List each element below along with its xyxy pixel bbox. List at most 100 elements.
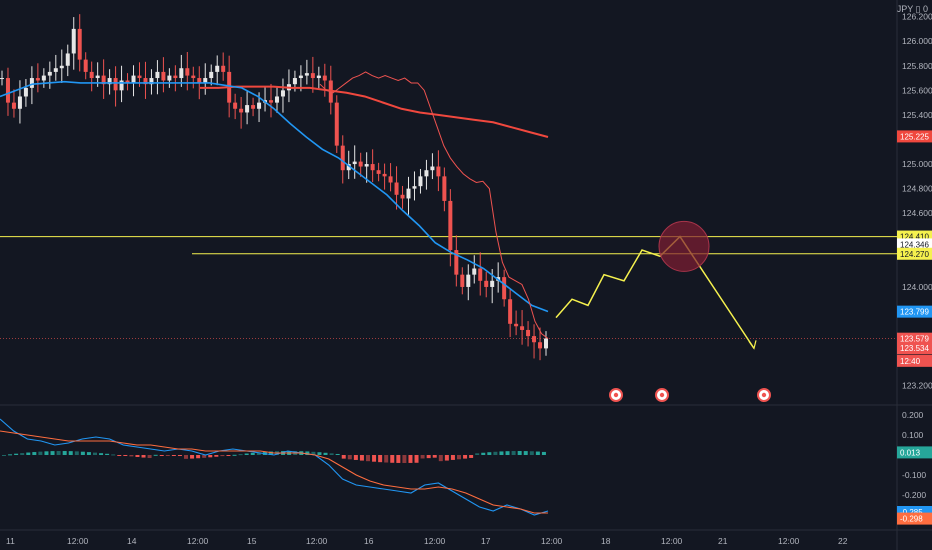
macd-histogram-bar [450,455,455,460]
price-tag [897,354,932,367]
macd-histogram-bar [238,454,243,456]
macd-tick-label: -0.100 [902,470,926,480]
candle-body [149,78,154,85]
price-tick-label: 125.600 [902,85,932,95]
macd-histogram-bar [305,451,310,455]
macd-histogram-bar [256,452,261,455]
candle-body [514,323,519,327]
macd-histogram-bar [8,454,13,456]
candle-body [334,102,339,146]
candle-body [526,329,531,337]
macd-histogram-bar [481,452,486,455]
macd-histogram-bar [123,455,128,456]
macd-histogram-bar [317,452,322,455]
candle-body [47,71,52,76]
candle-body [137,75,142,79]
candle-body [125,80,130,83]
macd-histogram-bar [208,455,213,458]
candle-body [340,145,345,171]
candle-body [191,75,196,79]
macd-histogram-bar [129,455,134,457]
event-marker-dot [761,392,767,398]
macd-histogram-bar [214,455,219,457]
candle-body [454,250,459,275]
candle-body [179,68,184,79]
macd-histogram-bar [335,453,340,455]
candle-body [472,268,477,275]
price-tick-label: 124.800 [902,184,932,194]
macd-histogram-bar [32,452,37,455]
candle-body [436,166,441,177]
macd-histogram-bar [487,452,492,455]
macd-histogram-bar [268,451,273,455]
candle-body [298,75,303,79]
macd-histogram-bar [420,455,425,459]
price-tag [897,305,932,318]
macd-histogram-bar [135,455,140,458]
ma-fast-line [319,71,549,339]
macd-histogram-bar [93,452,97,455]
candle-body [448,200,453,251]
candle-body [155,71,160,79]
event-marker-dot [613,392,619,398]
time-tick-label: 12:00 [778,536,800,546]
signal-line [0,430,548,514]
macd-histogram-bar [372,455,377,462]
candle-body [484,280,489,287]
candle-body [5,78,10,103]
macd-histogram-bar [190,455,195,459]
macd-histogram-bar [384,455,389,463]
candle-body [466,274,471,287]
time-tick-label: 12:00 [424,536,446,546]
macd-histogram-bar [426,455,431,459]
candle-body [233,102,238,109]
macd-histogram-bar [56,451,61,455]
candle-body [65,53,70,66]
candle-body [203,78,208,83]
macd-histogram-bar [244,453,249,455]
macd-tick-label: 0.100 [902,430,924,440]
candle-body [95,75,100,79]
macd-histogram-bar [171,455,176,456]
price-tick-label: 123.200 [902,380,932,390]
macd-histogram-bar [463,455,468,459]
price-tag [897,342,932,355]
price-tag [897,130,932,143]
candle-body [418,176,423,187]
currency-label: JPY ▯ 0 [896,4,928,14]
macd-histogram-bar [359,455,364,461]
macd-histogram-bar [232,454,237,456]
macd-histogram-bar [457,455,461,460]
candle-body [310,73,315,79]
candle-body [478,268,483,281]
price-tick-label: 126.000 [902,36,932,46]
macd-histogram-bar [105,453,110,455]
candle-body [406,188,411,199]
candle-body [304,73,309,76]
macd-histogram-bar [44,451,49,455]
macd-histogram-bar [14,453,19,455]
price-tag-label: 123.579 [900,335,929,344]
time-tick-label: 12:00 [187,536,209,546]
candle-body [370,164,375,171]
candle-body [35,78,40,81]
macd-histogram-bar [535,451,540,455]
candle-body [131,75,136,83]
candle-body [77,28,82,60]
macd-histogram-bar [475,453,480,455]
macd-histogram-bar [414,455,419,463]
price-tag-label: 124.346 [900,240,929,249]
candle-body [53,68,58,72]
macd-histogram-bar [444,455,449,461]
macd-histogram-bar [226,455,231,456]
macd-histogram-bar [159,455,164,456]
projection-arrowhead [748,340,757,350]
macd-histogram-bar [80,451,85,455]
candle-body [11,102,16,109]
candle-body [107,78,112,85]
candle-body [113,78,118,91]
macd-value-tag [897,512,932,525]
candle-body [388,176,393,183]
candle-body [101,75,106,85]
